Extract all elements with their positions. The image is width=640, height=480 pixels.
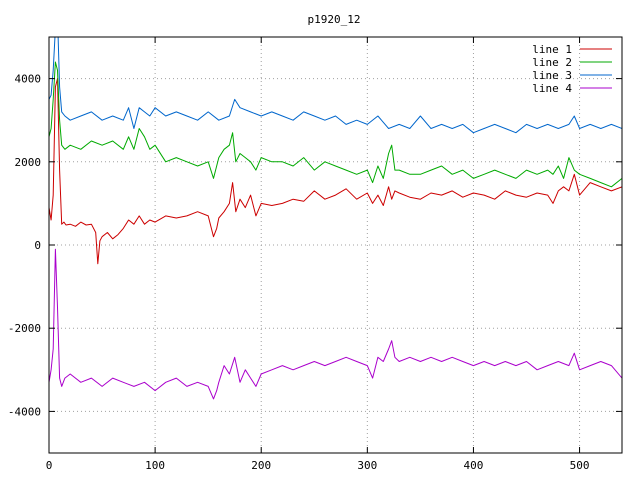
legend-label-3: line 3 [532, 69, 572, 82]
legend-label-4: line 4 [532, 82, 572, 95]
y-tick-label: 4000 [15, 73, 42, 86]
x-tick-label: 0 [46, 459, 53, 472]
series-line-4 [49, 248, 622, 400]
plot-area-border [48, 36, 623, 454]
legend-label-2: line 2 [532, 56, 572, 69]
y-tick-label: -4000 [8, 405, 41, 418]
series-line-2 [49, 61, 622, 188]
chart-title: p1920_12 [308, 13, 361, 26]
x-tick-label: 300 [357, 459, 377, 472]
x-tick-label: 500 [570, 459, 590, 472]
axis-ticks: 0 100 200 300 400 500 -4000 -2000 0 2000 4000 [8, 37, 622, 472]
legend-label-1: line 1 [532, 43, 572, 56]
y-tick-label: 0 [34, 239, 41, 252]
y-tick-label: -2000 [8, 322, 41, 335]
chart-series-lines [49, 37, 622, 400]
chart-grid [49, 37, 622, 453]
y-tick-label: 2000 [15, 156, 42, 169]
x-tick-label: 400 [464, 459, 484, 472]
series-line-1 [49, 78, 622, 265]
x-tick-label: 100 [145, 459, 165, 472]
x-tick-label: 200 [251, 459, 271, 472]
series-line-3 [49, 37, 622, 134]
